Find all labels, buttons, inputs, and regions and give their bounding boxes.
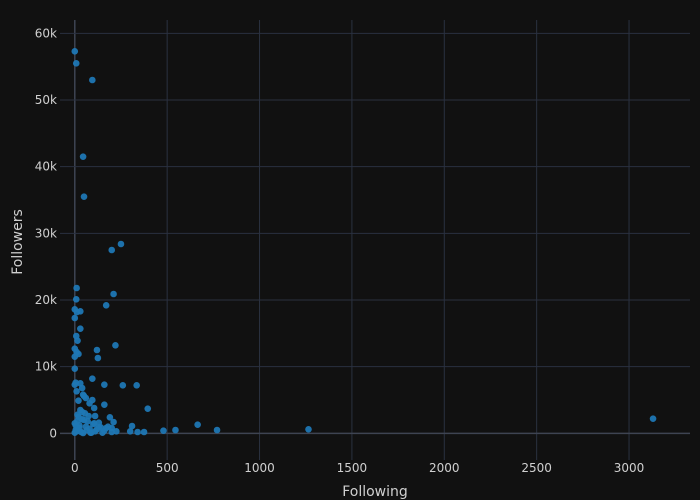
data-point[interactable] [71,48,79,55]
data-point[interactable] [128,422,136,430]
data-point[interactable] [119,382,127,389]
data-point[interactable] [78,416,86,423]
x-tick-label: 2500 [521,461,552,475]
data-point[interactable] [91,412,99,420]
y-tick-labels: 0 10k 20k 30k 40k 50k 60k [35,26,57,440]
y-tick-label: 40k [35,160,57,174]
y-tick-label: 0 [49,426,57,440]
data-point[interactable] [82,394,90,402]
data-point[interactable] [71,353,79,360]
data-point[interactable] [126,428,134,435]
data-point[interactable] [74,337,81,344]
data-point[interactable] [101,381,108,388]
data-point[interactable] [112,342,119,349]
data-point[interactable] [90,420,98,427]
data-point[interactable] [102,424,110,432]
data-point[interactable] [73,284,80,292]
data-point[interactable] [89,375,96,382]
data-point[interactable] [108,246,116,254]
data-point[interactable] [101,401,108,408]
data-point[interactable] [172,426,179,434]
y-tick-label: 10k [35,360,57,374]
y-axis-title: Followers [10,209,26,275]
data-point[interactable] [117,240,125,248]
x-tick-label: 500 [156,461,179,475]
data-point[interactable] [110,290,117,298]
data-point[interactable] [72,296,80,303]
data-points [71,48,657,437]
data-point[interactable] [194,421,201,428]
x-tick-label: 3000 [614,461,645,475]
data-point[interactable] [86,400,93,407]
data-point[interactable] [305,426,312,433]
data-point[interactable] [75,397,82,404]
data-point[interactable] [93,346,101,354]
y-tick-label: 60k [35,26,57,40]
data-point[interactable] [87,429,94,436]
data-point[interactable] [71,314,79,322]
x-tick-labels: 0 500 1000 1500 2000 2500 3000 [71,461,644,475]
data-point[interactable] [106,414,114,421]
data-point[interactable] [108,428,116,436]
data-point[interactable] [77,308,84,315]
data-point[interactable] [160,427,167,434]
data-point[interactable] [140,428,148,436]
data-point[interactable] [78,384,86,392]
data-point[interactable] [649,415,657,422]
data-point[interactable] [89,76,96,84]
data-point[interactable] [134,428,141,436]
data-point[interactable] [79,153,87,160]
y-tick-label: 50k [35,93,57,107]
x-tick-label: 0 [71,461,79,475]
data-point[interactable] [144,405,152,412]
x-tick-label: 1500 [337,461,368,475]
y-tick-label: 30k [35,226,57,240]
data-point[interactable] [72,60,80,67]
data-point[interactable] [94,354,102,362]
x-tick-label: 2000 [429,461,460,475]
y-tick-label: 20k [35,293,57,307]
data-point[interactable] [102,302,110,309]
data-point[interactable] [110,418,117,426]
data-point[interactable] [71,381,79,388]
data-point[interactable] [85,412,92,420]
data-point[interactable] [133,382,140,389]
data-point[interactable] [90,404,98,412]
data-point[interactable] [99,429,106,436]
data-point[interactable] [80,193,88,200]
data-point[interactable] [77,325,84,332]
data-point[interactable] [73,388,80,395]
data-point[interactable] [76,422,83,429]
x-tick-label: 1000 [244,461,275,475]
data-point[interactable] [213,426,221,434]
x-axis-title: Following [342,484,408,500]
data-point[interactable] [71,365,79,372]
data-point[interactable] [77,406,84,414]
